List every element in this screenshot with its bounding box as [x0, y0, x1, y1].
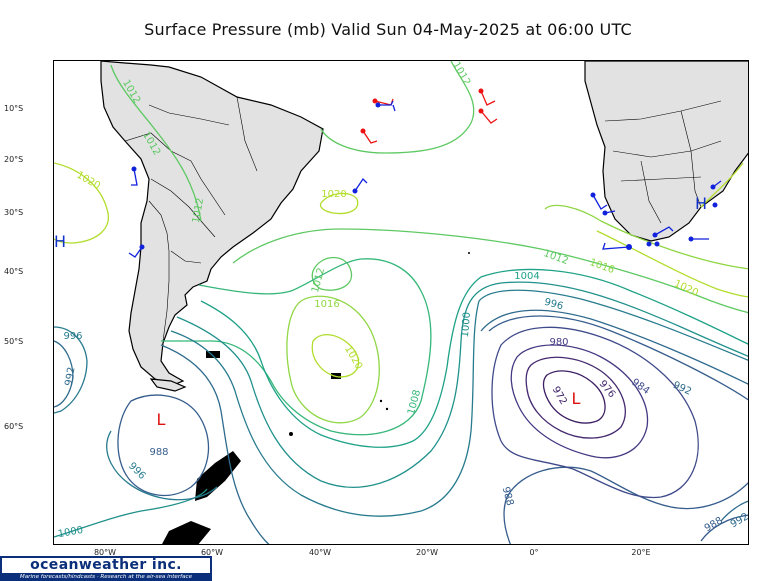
isobar-1012-sa [110, 64, 202, 222]
isobar-1012-central [311, 257, 353, 291]
isobar-992-e [480, 309, 748, 385]
lat-label-40s: 40°S [4, 267, 24, 276]
isobar-1008 [161, 258, 432, 436]
wind-obs-blue-dots [131, 102, 718, 250]
lat-label-60s: 60°S [4, 422, 24, 431]
isobar-988-sw [117, 394, 210, 497]
isobar-992-west [54, 340, 74, 408]
lon-label-40w: 40°W [308, 548, 332, 557]
isobar-996-west [54, 326, 88, 414]
low-pressure-center: L [157, 410, 166, 429]
isobar-label-1004: 1004 [514, 271, 539, 282]
isobar-996-sw [106, 430, 218, 501]
isobar-1020-central [319, 192, 359, 215]
high-pressure-center: H [54, 232, 66, 251]
lon-label-0: 0° [529, 548, 539, 557]
isobar-label-1012: 1012 [450, 61, 472, 88]
lat-label-20s: 20°S [4, 155, 24, 164]
pressure-map: 1012 1012 1012 1012 1012 1012 1020 1020 … [53, 60, 749, 545]
isobar-label-992: 992 [63, 366, 77, 387]
lat-label-50s: 50°S [4, 337, 24, 346]
oceanweather-logo: oceanweather inc. Marine forecasts/hindc… [0, 556, 212, 581]
africa [584, 61, 748, 242]
logo-tagline: Marine forecasts/hindcasts · Research at… [19, 574, 193, 580]
africa-borders [604, 100, 722, 224]
isobar-988-se [700, 514, 748, 542]
isobar-label-976: 976 [597, 379, 618, 401]
isobar-label-1020: 1020 [342, 344, 364, 372]
isobar-1016-central [286, 295, 380, 424]
isobar-label-1000: 1000 [57, 525, 84, 540]
isobar-label-988: 988 [500, 486, 516, 507]
isobar-1020-south [311, 334, 360, 378]
wind-obs-red-dots [360, 88, 484, 134]
isobar-1012-east [232, 228, 748, 314]
south-america-borders [124, 96, 258, 342]
isobar-992-se [720, 500, 748, 522]
isobar-1016-east [544, 204, 748, 270]
low-pressure-center: L [572, 389, 581, 408]
isobar-972 [542, 370, 606, 424]
isobar-984 [491, 326, 699, 499]
isobar-label-972: 972 [550, 385, 569, 407]
isobar-label-996: 996 [543, 297, 564, 313]
isobar-label-992: 992 [729, 511, 749, 530]
lat-label-30s: 30°S [4, 208, 24, 217]
lon-label-60w: 60°W [200, 548, 224, 557]
isobar-980 [510, 344, 649, 459]
isobar-1012-north [320, 61, 475, 154]
lon-label-20w: 20°W [415, 548, 439, 557]
isobar-label-1016: 1016 [314, 299, 339, 310]
isobar-988-low [488, 315, 748, 544]
logo-name: oceanweather inc. [2, 558, 210, 573]
isobar-1020-africa [700, 162, 744, 208]
wind-obs-red [362, 90, 498, 144]
isobar-1004 [200, 268, 748, 448]
lat-label-10s: 10°S [4, 104, 24, 113]
isobar-label-1012: 1012 [191, 197, 206, 224]
isobar-label-996: 996 [63, 331, 82, 342]
lon-label-20e: 20°E [631, 548, 651, 557]
isobar-label-1020: 1020 [74, 170, 102, 192]
isobar-1020-west [54, 162, 109, 244]
isobar-1020-east [596, 230, 748, 298]
isobar-label-1016: 1016 [588, 257, 616, 276]
isobar-1000-sw [54, 488, 208, 538]
isobar-996-c [170, 289, 748, 517]
lon-label-80w: 80°W [93, 548, 117, 557]
isobar-976 [525, 356, 626, 439]
isobar-label-980: 980 [549, 337, 568, 348]
isobar-label-1012: 1012 [542, 248, 570, 267]
isobar-label-988: 988 [149, 447, 168, 458]
isobar-992-c [160, 344, 270, 544]
isobar-label-988: 988 [703, 515, 725, 534]
south-america [100, 61, 324, 392]
high-pressure-center: H [695, 194, 707, 213]
isobar-label-1020: 1020 [672, 278, 700, 299]
map-title: Surface Pressure (mb) Valid Sun 04-May-2… [144, 20, 632, 39]
isobar-label-1000: 1000 [460, 312, 473, 338]
isobar-1000 [176, 281, 748, 488]
isobar-label-1020: 1020 [321, 189, 346, 200]
